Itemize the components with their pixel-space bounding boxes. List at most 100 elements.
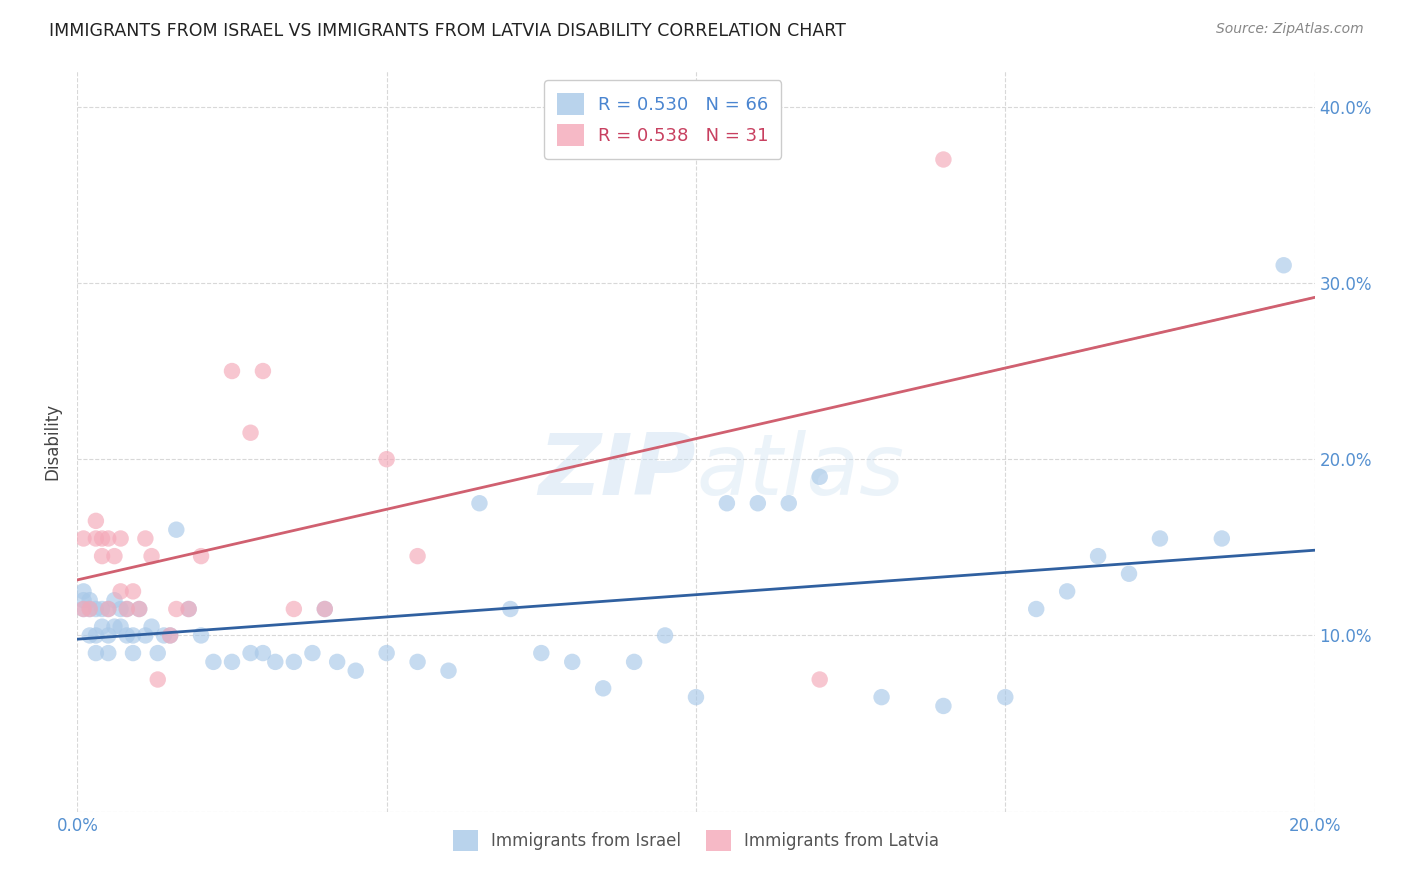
Point	[122, 646, 145, 660]
Point	[153, 628, 176, 642]
Point	[134, 628, 156, 642]
Legend: Immigrants from Israel, Immigrants from Latvia: Immigrants from Israel, Immigrants from …	[444, 822, 948, 859]
Point	[72, 532, 94, 546]
Point	[437, 664, 460, 678]
Point	[283, 602, 305, 616]
Point	[72, 602, 94, 616]
Point	[932, 698, 955, 713]
Point	[128, 602, 150, 616]
Text: IMMIGRANTS FROM ISRAEL VS IMMIGRANTS FROM LATVIA DISABILITY CORRELATION CHART: IMMIGRANTS FROM ISRAEL VS IMMIGRANTS FRO…	[49, 22, 846, 40]
Point	[110, 584, 132, 599]
Point	[1211, 532, 1233, 546]
Point	[190, 549, 212, 563]
Point	[685, 690, 707, 705]
Point	[122, 628, 145, 642]
Point	[97, 628, 120, 642]
Point	[159, 628, 181, 642]
Point	[202, 655, 225, 669]
Point	[1118, 566, 1140, 581]
Point	[72, 602, 94, 616]
Point	[808, 673, 831, 687]
Point	[375, 646, 398, 660]
Point	[1087, 549, 1109, 563]
Point	[561, 655, 583, 669]
Point	[221, 655, 243, 669]
Point	[134, 532, 156, 546]
Point	[1272, 258, 1295, 272]
Point	[159, 628, 181, 642]
Point	[72, 593, 94, 607]
Point	[314, 602, 336, 616]
Point	[72, 584, 94, 599]
Point	[994, 690, 1017, 705]
Point	[128, 602, 150, 616]
Point	[654, 628, 676, 642]
Point	[326, 655, 349, 669]
Point	[122, 584, 145, 599]
Y-axis label: Disability: Disability	[44, 403, 62, 480]
Point	[264, 655, 287, 669]
Point	[406, 655, 429, 669]
Point	[499, 602, 522, 616]
Point	[115, 602, 138, 616]
Point	[79, 593, 101, 607]
Point	[314, 602, 336, 616]
Point	[84, 646, 107, 660]
Point	[252, 364, 274, 378]
Point	[530, 646, 553, 660]
Text: Source: ZipAtlas.com: Source: ZipAtlas.com	[1216, 22, 1364, 37]
Point	[716, 496, 738, 510]
Point	[1149, 532, 1171, 546]
Point	[110, 602, 132, 616]
Point	[870, 690, 893, 705]
Point	[103, 593, 125, 607]
Point	[84, 514, 107, 528]
Point	[747, 496, 769, 510]
Point	[252, 646, 274, 660]
Point	[97, 602, 120, 616]
Point	[146, 673, 169, 687]
Point	[91, 602, 114, 616]
Point	[932, 153, 955, 167]
Point	[1025, 602, 1047, 616]
Point	[103, 619, 125, 633]
Text: atlas: atlas	[696, 430, 904, 513]
Point	[468, 496, 491, 510]
Point	[110, 532, 132, 546]
Point	[623, 655, 645, 669]
Point	[141, 619, 163, 633]
Point	[1056, 584, 1078, 599]
Point	[141, 549, 163, 563]
Point	[221, 364, 243, 378]
Point	[190, 628, 212, 642]
Point	[84, 602, 107, 616]
Point	[91, 619, 114, 633]
Point	[177, 602, 200, 616]
Point	[97, 646, 120, 660]
Point	[79, 628, 101, 642]
Point	[165, 523, 187, 537]
Point	[808, 470, 831, 484]
Point	[91, 549, 114, 563]
Point	[177, 602, 200, 616]
Point	[301, 646, 323, 660]
Point	[592, 681, 614, 696]
Point	[283, 655, 305, 669]
Point	[375, 452, 398, 467]
Point	[97, 602, 120, 616]
Point	[146, 646, 169, 660]
Point	[406, 549, 429, 563]
Point	[239, 425, 262, 440]
Point	[103, 549, 125, 563]
Point	[165, 602, 187, 616]
Point	[115, 602, 138, 616]
Point	[115, 628, 138, 642]
Point	[84, 532, 107, 546]
Point	[84, 628, 107, 642]
Point	[110, 619, 132, 633]
Point	[344, 664, 367, 678]
Point	[778, 496, 800, 510]
Text: ZIP: ZIP	[538, 430, 696, 513]
Point	[239, 646, 262, 660]
Point	[91, 532, 114, 546]
